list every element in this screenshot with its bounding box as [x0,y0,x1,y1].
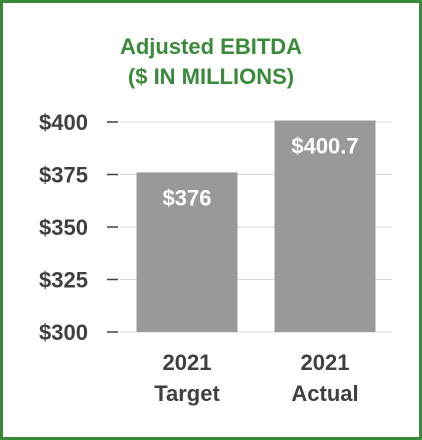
data-label: $400.7 [291,134,358,159]
chart-subtitle: ($ IN MILLIONS) [127,64,295,89]
y-tick-label: $350 [39,215,88,240]
x-category-label: Target [154,381,220,406]
bar [136,172,238,332]
chart-title: Adjusted EBITDA [119,34,303,59]
x-category-label: 2021 [301,350,350,375]
data-label: $376 [163,185,212,210]
y-tick-label: $325 [39,268,88,293]
y-tick-label: $400 [39,110,88,135]
x-category-label: Actual [291,381,358,406]
y-tick-label: $300 [39,320,88,345]
bar [274,120,376,332]
x-category-label: 2021 [163,350,212,375]
y-tick-label: $375 [39,163,88,188]
